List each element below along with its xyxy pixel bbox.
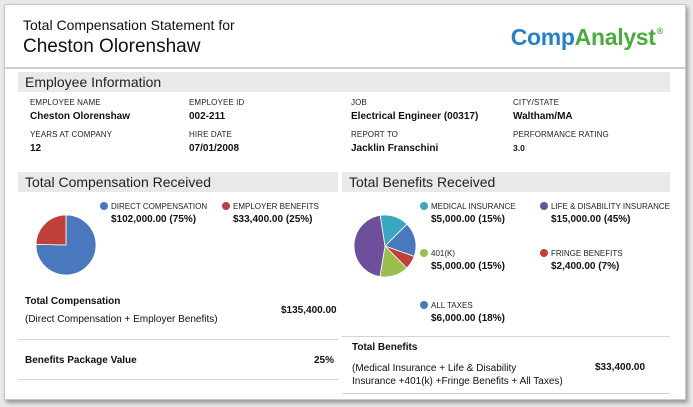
life-disability-legend-label: LIFE & DISABILITY INSURANCE (551, 202, 670, 211)
employer-benefits-legend-value: $33,400.00 (25%) (233, 214, 313, 225)
401k-legend-dot (420, 249, 428, 257)
city-state-value: Waltham/MA (513, 111, 573, 122)
report-to-label: REPORT TO (351, 130, 398, 139)
total-comp-summary-value: $135,400.00 (281, 305, 337, 316)
total-benefits-summary-title: Total Benefits (352, 342, 418, 353)
performance-rating-label: PERFORMANCE RATING (513, 130, 609, 139)
statement-subtitle: Total Compensation Statement for (23, 17, 235, 33)
life-disability-legend-dot (540, 202, 548, 210)
employer-benefits-legend-label: EMPLOYER BENEFITS (233, 202, 319, 211)
employee-id-label: EMPLOYEE ID (189, 98, 245, 107)
employee-id-value: 002-211 (189, 111, 226, 122)
total-comp-section-header: Total Compensation Received (18, 172, 338, 192)
fringe-benefits-legend-label: FRINGE BENEFITS (551, 249, 623, 258)
total-benefits-summary-desc-line1: (Medical Insurance + Life & Disability (352, 363, 517, 374)
medical-insurance-legend-label: MEDICAL INSURANCE (431, 202, 516, 211)
total-benefits-summary-value: $33,400.00 (595, 362, 646, 373)
total-comp-summary-title: Total Compensation (25, 296, 121, 307)
logo-part-comp: Comp (510, 24, 575, 50)
job-label: JOB (351, 98, 367, 107)
all-taxes-legend-label: ALL TAXES (431, 301, 473, 310)
compensation-statement-card: Total Compensation Statement for Cheston… (4, 4, 686, 400)
companalyst-logo: CompAnalyst® (510, 24, 664, 51)
header-divider (5, 67, 685, 69)
all-taxes-legend-dot (420, 301, 428, 309)
statement-employee-name: Cheston Olorenshaw (23, 36, 201, 57)
benefits-package-divider (18, 379, 338, 380)
performance-rating-value: 3.0 (513, 143, 525, 153)
total-benefits-section-header: Total Benefits Received (342, 172, 670, 192)
direct-comp-legend-label: DIRECT COMPENSATION (111, 202, 208, 211)
401k-legend-value: $5,000.00 (15%) (431, 261, 505, 272)
total-benefits-summary-desc-line2: Insurance +401(k) +Fringe Benefits + All… (352, 376, 563, 387)
total-comp-summary-desc: (Direct Compensation + Employer Benefits… (25, 314, 218, 325)
hire-date-label: HIRE DATE (189, 130, 232, 139)
total-benefits-bottom-divider (342, 393, 670, 394)
employer-benefits-legend-dot (222, 202, 230, 210)
city-state-label: CITY/STATE (513, 98, 560, 107)
401k-legend-label: 401(K) (431, 249, 456, 258)
medical-insurance-legend-value: $5,000.00 (15%) (431, 214, 505, 225)
benefits-package-label: Benefits Package Value (25, 355, 137, 366)
life-disability-legend-value: $15,000.00 (45%) (551, 214, 631, 225)
direct-comp-legend-dot (100, 202, 108, 210)
total-comp-pie-slice-direct-compensation (35, 214, 97, 276)
job-value: Electrical Engineer (00317) (351, 111, 479, 122)
total-comp-divider (18, 339, 338, 340)
years-at-company-label: YEARS AT COMPANY (30, 130, 113, 139)
fringe-benefits-legend-dot (540, 249, 548, 257)
total-benefits-pie-chart (353, 214, 417, 278)
employee-name-label: EMPLOYEE NAME (30, 98, 101, 107)
years-at-company-value: 12 (30, 143, 42, 154)
all-taxes-legend-value: $6,000.00 (18%) (431, 313, 505, 324)
fringe-benefits-legend-value: $2,400.00 (7%) (551, 261, 620, 272)
total-benefits-pie-slice-medical-insurance (379, 214, 408, 247)
report-to-value: Jacklin Franschini (351, 143, 439, 154)
total-comp-pie-slice-employer-benefits (35, 214, 67, 246)
total-benefits-top-divider (342, 336, 670, 337)
total-comp-pie-chart (35, 214, 97, 276)
logo-part-analyst: Analyst (574, 24, 656, 50)
medical-insurance-legend-dot (420, 202, 428, 210)
employee-info-section-header: Employee Information (18, 72, 670, 92)
logo-registered-mark: ® (656, 26, 664, 36)
direct-comp-legend-value: $102,000.00 (75%) (111, 214, 197, 225)
benefits-package-value: 25% (314, 355, 335, 366)
employee-name-value: Cheston Olorenshaw (30, 111, 131, 122)
total-benefits-pie-slice-life-disability-insurance (353, 214, 386, 278)
hire-date-value: 07/01/2008 (189, 143, 240, 154)
